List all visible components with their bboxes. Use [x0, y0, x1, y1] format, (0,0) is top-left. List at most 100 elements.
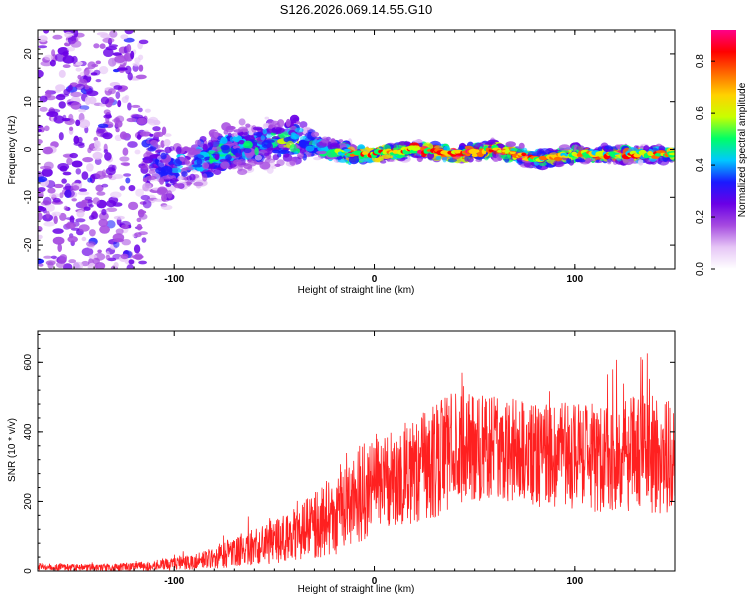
heatmap-blob: [380, 160, 387, 164]
heatmap-blob: [70, 91, 82, 97]
heatmap-blob: [192, 150, 201, 155]
heatmap-blob: [235, 152, 241, 158]
heatmap-blob: [95, 79, 102, 83]
heatmap-blob: [38, 138, 43, 145]
heatmap-blob: [160, 152, 167, 160]
heatmap-blob: [39, 95, 48, 103]
heatmap-blob: [130, 50, 135, 60]
heatmap-blob: [313, 156, 322, 161]
heatmap-blob: [238, 140, 245, 145]
heatmap-blob: [227, 132, 232, 137]
heatmap-blob: [165, 183, 172, 188]
heatmap-blob: [78, 119, 91, 129]
y-tick-label: 0: [23, 146, 34, 152]
heatmap-blob: [62, 64, 71, 68]
heatmap-blob: [81, 260, 90, 267]
heatmap-blob: [148, 169, 156, 175]
heatmap-blob: [237, 158, 246, 168]
heatmap-blob: [119, 131, 128, 140]
heatmap-blob: [186, 175, 192, 181]
heatmap-blob: [75, 83, 86, 90]
snr-ticks: -100 0 100 0 200 400 600: [23, 331, 676, 587]
heatmap-blob: [321, 136, 329, 144]
heatmap-blob: [259, 161, 271, 170]
heatmap-blob: [243, 140, 253, 149]
heatmap-blob: [115, 120, 123, 128]
heatmap-blob: [381, 154, 391, 160]
heatmap-blob: [77, 74, 82, 80]
heatmap-blob: [177, 175, 183, 181]
figure-title: S126.2026.069.14.55.G10: [280, 2, 433, 17]
heatmap-blob: [262, 128, 267, 135]
heatmap-blob: [44, 54, 54, 61]
heatmap-blob: [52, 236, 65, 245]
heatmap-blob: [63, 263, 73, 269]
heatmap-blob: [126, 44, 132, 53]
heatmap-blob: [496, 151, 501, 160]
heatmap-blob: [87, 199, 93, 207]
heatmap-blob: [57, 93, 70, 98]
heatmap-blob: [278, 149, 290, 154]
heatmap-blob: [102, 37, 115, 43]
heatmap-blob: [125, 177, 131, 184]
heatmap-blob: [42, 208, 47, 214]
colorbar-tick-label: 0.6: [695, 106, 706, 120]
heatmap-blob: [92, 147, 102, 152]
heatmap-blob: [93, 69, 101, 76]
heatmap-blob: [361, 148, 373, 153]
heatmap-blob: [43, 255, 52, 259]
heatmap-blob: [81, 171, 89, 180]
heatmap-blob: [89, 229, 96, 237]
heatmap-blob: [67, 236, 78, 243]
heatmap-blob: [247, 165, 253, 171]
heatmap-blob: [86, 163, 94, 172]
heatmap-blob: [65, 217, 75, 221]
heatmap-blob: [71, 198, 77, 202]
heatmap-blob: [100, 96, 109, 105]
heatmap-blob: [114, 55, 126, 63]
heatmap-blob: [84, 196, 93, 201]
heatmap-blob: [115, 91, 121, 99]
heatmap-blob: [153, 132, 161, 138]
heatmap-blob: [66, 46, 76, 52]
heatmap-blob: [99, 43, 106, 49]
heatmap-blob: [71, 185, 80, 191]
heatmap-blob: [277, 119, 285, 128]
heatmap-blob: [38, 234, 43, 240]
heatmap-blob: [106, 207, 118, 212]
heatmap-blob: [78, 108, 86, 113]
heatmap-blob: [128, 185, 136, 192]
heatmap-core-blob: [362, 151, 369, 156]
heatmap-blob: [105, 254, 111, 260]
snr-x-axis-label: Height of straight line (km): [298, 584, 415, 595]
heatmap-blob: [221, 122, 232, 131]
heatmap-blob: [103, 109, 111, 115]
heatmap-blob: [142, 199, 152, 209]
heatmap-blob: [164, 146, 172, 154]
heatmap-blob: [101, 208, 107, 216]
heatmap-blob: [62, 55, 75, 64]
heatmap-blob: [229, 136, 234, 143]
heatmap-blob: [88, 254, 98, 259]
heatmap-blob: [97, 249, 102, 254]
heatmap-blob: [134, 149, 141, 155]
heatmap-blob: [128, 259, 135, 265]
heatmap-blob: [214, 153, 220, 161]
heatmap-blob: [81, 236, 87, 242]
heatmap-blob: [202, 173, 208, 182]
heatmap-blob: [501, 154, 512, 160]
heatmap-blob: [196, 158, 203, 166]
heatmap-blob: [45, 204, 55, 212]
heatmap-blob: [119, 185, 126, 191]
heatmap-blob: [95, 60, 102, 65]
heatmap-blob: [157, 162, 165, 168]
heatmap-blob: [104, 152, 112, 161]
heatmap-blob: [157, 186, 168, 195]
heatmap-blob: [329, 142, 340, 151]
heatmap-blob: [76, 210, 85, 218]
heatmap-blob: [41, 168, 53, 177]
heatmap-blob: [124, 30, 134, 35]
heatmap-blob: [136, 134, 142, 140]
heatmap-blob: [64, 183, 71, 191]
heatmap-blob: [38, 187, 46, 192]
